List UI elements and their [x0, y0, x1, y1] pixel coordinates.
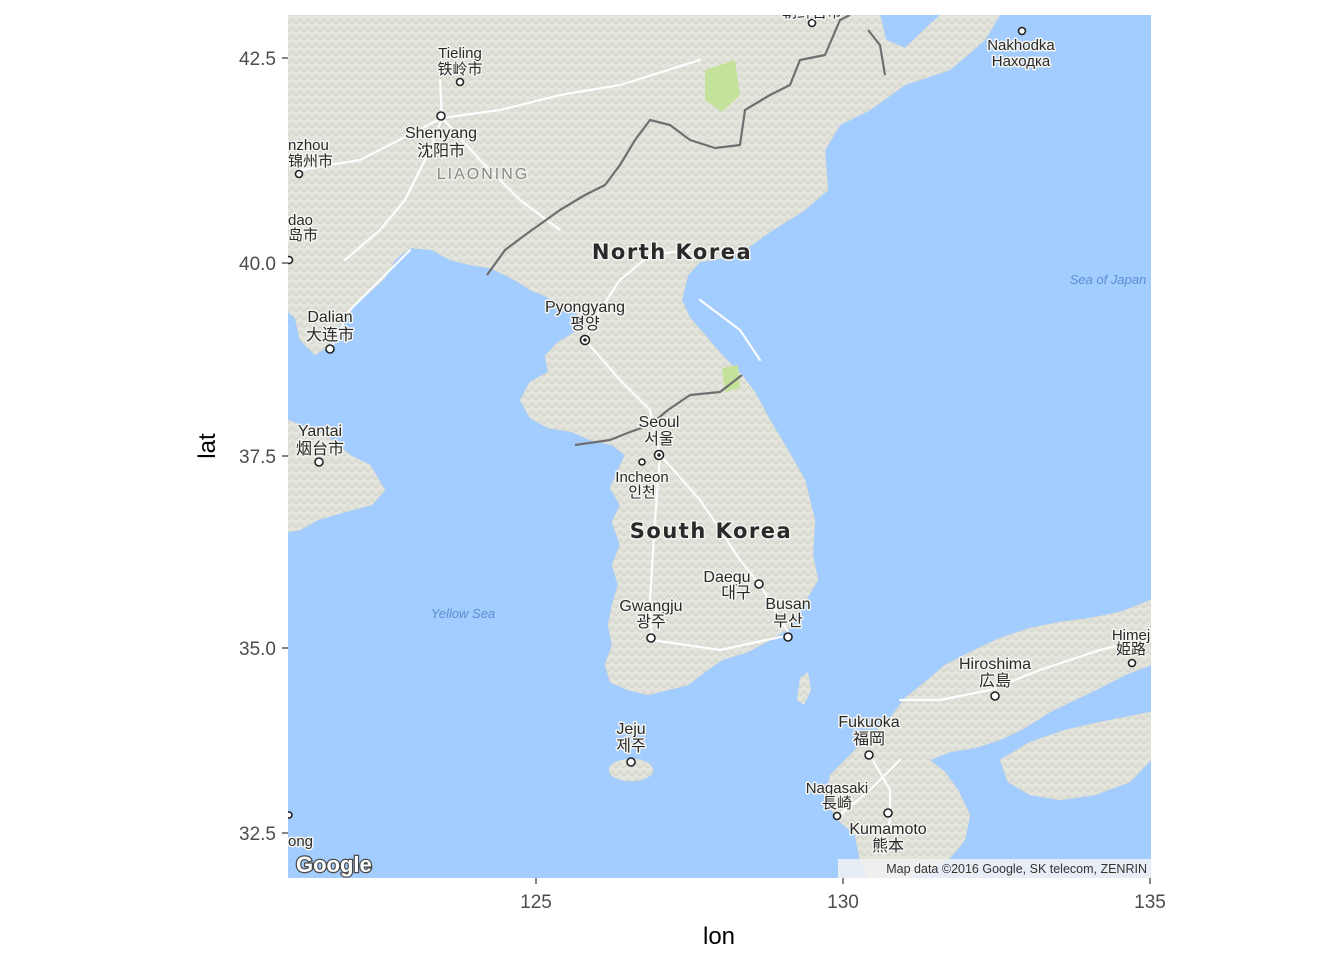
city-markers — [288, 18, 1137, 821]
sea-label-japan: Sea of Japan — [1070, 272, 1147, 287]
country-label-south-korea: South Korea — [630, 519, 792, 543]
city-label-top-local: 朝鲜吉市 — [782, 4, 842, 21]
city-label-kumamoto: Kumamoto — [849, 821, 926, 838]
road-network — [298, 58, 1142, 852]
city-marker-nakhodka — [1017, 26, 1027, 36]
city-label-jeju-local: 제주 — [616, 737, 645, 755]
land-mainland — [288, 15, 1001, 696]
y-tick-label-42-5: 42.5 — [239, 49, 276, 70]
city-label-pyongyang: Pyongyang — [545, 299, 625, 316]
city-label-dalian: Dalian — [307, 309, 352, 326]
city-label-nzhou: nzhou — [288, 137, 329, 154]
country-borders — [486, 15, 887, 447]
x-axis-title: lon — [703, 923, 735, 950]
city-label-dao-local: 岛市 — [288, 227, 318, 244]
y-axis-title: lat — [194, 433, 221, 459]
city-marker-himej — [1127, 658, 1137, 668]
y-tick-label-32-5: 32.5 — [239, 824, 276, 845]
city-marker-nzhou — [294, 169, 304, 179]
city-marker-daegu — [754, 579, 764, 589]
city-label-nakhodka: Nakhodka — [987, 37, 1055, 54]
land-china-bay-west — [288, 180, 325, 250]
land-shandong — [288, 419, 386, 533]
city-marker-ong — [288, 811, 293, 819]
city-label-nagasaki-local: 長崎 — [822, 795, 852, 812]
city-label-himej: Himej — [1112, 627, 1150, 644]
city-marker-yantai — [314, 457, 324, 467]
capital-dots — [583, 338, 661, 457]
park-area — [705, 60, 740, 112]
x-tick-label-135: 135 — [1134, 892, 1166, 913]
city-marker-top — [807, 18, 817, 28]
map-panel: LIAONING North Korea South Korea Sea of … — [288, 4, 1151, 878]
city-marker-dalian — [325, 344, 335, 354]
city-label-daegu-local: 대구 — [721, 584, 750, 602]
x-tick-label-125: 125 — [520, 892, 552, 913]
land-tsushima — [797, 672, 811, 705]
city-label-busan: Busan — [765, 596, 810, 613]
city-label-tieling: Tieling — [438, 45, 482, 62]
city-marker-incheon — [638, 458, 646, 466]
city-label-himej-local: 姫路 — [1116, 641, 1146, 658]
city-label-jeju: Jeju — [616, 721, 645, 738]
city-marker-jeju — [626, 757, 636, 767]
city-label-ong: ong — [288, 833, 313, 850]
city-label-pyongyang-local: 평양 — [570, 315, 600, 333]
city-label-fukuoka-local: 福岡 — [853, 730, 885, 748]
city-label-nagasaki: Nagasaki — [806, 780, 869, 797]
city-marker-dao — [288, 255, 294, 265]
city-label-nzhou-local: 锦州市 — [288, 153, 333, 170]
city-label-yantai-local: 烟台市 — [296, 440, 344, 458]
y-axis — [282, 57, 288, 834]
park-area-2 — [722, 365, 740, 392]
y-tick-label-40-0: 40.0 — [239, 254, 276, 275]
city-label-dalian-local: 大连市 — [306, 326, 354, 344]
x-tick-label-130: 130 — [827, 892, 859, 913]
city-label-daegu: Daegu — [703, 569, 750, 586]
attribution-text: Map data ©2016 Google, SK telecom, ZENRI… — [886, 862, 1147, 876]
city-marker-tieling — [455, 77, 465, 87]
land-shikoku — [999, 711, 1151, 801]
city-marker-gwangju — [646, 633, 656, 643]
city-label-shenyang: Shenyang — [405, 125, 477, 142]
city-marker-busan — [783, 632, 793, 642]
city-label-dao: dao — [288, 212, 313, 229]
city-label-seoul: Seoul — [639, 414, 680, 431]
sea-label-yellow: Yellow Sea — [431, 606, 495, 621]
city-label-yantai: Yantai — [298, 423, 342, 440]
city-label-busan-local: 부산 — [773, 612, 803, 630]
city-label-fukuoka: Fukuoka — [838, 714, 899, 731]
city-label-shenyang-local: 沈阳市 — [417, 142, 465, 160]
city-label-hiroshima: Hiroshima — [959, 656, 1031, 673]
x-axis — [535, 878, 1151, 884]
city-marker-nagasaki — [832, 811, 842, 821]
city-label-gwangju-local: 광주 — [636, 613, 665, 631]
y-tick-label-35-0: 35.0 — [239, 639, 276, 660]
city-marker-hiroshima — [990, 691, 1000, 701]
city-marker-shenyang — [436, 111, 446, 121]
city-label-nakhodka-local: Находка — [992, 53, 1051, 70]
city-label-tieling-local: 铁岭市 — [437, 61, 482, 78]
y-tick-label-37-5: 37.5 — [239, 447, 276, 468]
attribution-background — [838, 859, 1151, 878]
city-label-incheon: Incheon — [615, 469, 668, 486]
city-label-kumamoto-local: 熊本 — [872, 837, 904, 855]
city-labels: Tieling 铁岭市 Shenyang 沈阳市 nzhou 锦州市 dao 岛… — [288, 4, 1151, 857]
city-label-hiroshima-local: 広島 — [979, 672, 1011, 690]
google-logo: Google — [296, 852, 372, 877]
city-label-seoul-local: 서울 — [644, 430, 673, 448]
city-label-gwangju: Gwangju — [619, 598, 682, 615]
country-label-north-korea: North Korea — [592, 240, 752, 264]
city-label-incheon-local: 인천 — [628, 484, 656, 501]
city-marker-fukuoka — [864, 750, 874, 760]
city-marker-kumamoto — [883, 808, 893, 818]
region-label-liaoning: LIAONING — [437, 166, 529, 183]
